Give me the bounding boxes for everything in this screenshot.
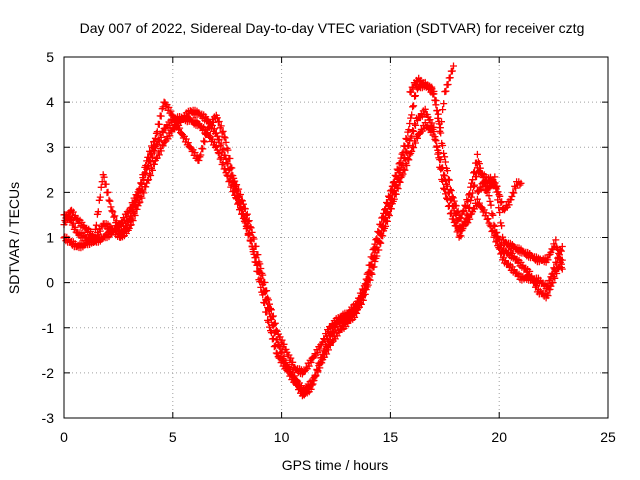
y-axis-label: SDTVAR / TECUs (6, 182, 22, 294)
series-markers (473, 173, 525, 214)
series-markers (406, 62, 457, 132)
x-tick-label: 20 (491, 429, 507, 445)
axis-ticks (63, 56, 609, 419)
series-track-e (473, 173, 525, 214)
y-tick-label: 4 (46, 94, 54, 110)
y-tick-label: 1 (46, 230, 54, 246)
y-tick-label: 0 (46, 275, 54, 291)
y-tick-label: 3 (46, 139, 54, 155)
chart-title: Day 007 of 2022, Sidereal Day-to-day VTE… (80, 20, 585, 36)
series-markers (60, 113, 566, 395)
y-tick-label: -2 (42, 365, 55, 381)
x-tick-label: 5 (169, 429, 177, 445)
grid (64, 57, 608, 418)
data-points (60, 62, 566, 400)
tick-labels: 0 5 10 15 20 25 -3 -2 -1 0 1 2 3 4 5 (42, 49, 616, 445)
x-tick-label: 10 (274, 429, 290, 445)
y-tick-label: 2 (46, 184, 54, 200)
series-track-a (60, 113, 566, 395)
y-tick-label: 5 (46, 49, 54, 65)
x-tick-label: 15 (383, 429, 399, 445)
y-tick-label: -3 (42, 410, 55, 426)
series-track-d (406, 62, 457, 132)
x-tick-label: 0 (60, 429, 68, 445)
y-tick-label: -1 (42, 320, 55, 336)
x-tick-label: 25 (600, 429, 616, 445)
x-axis-label: GPS time / hours (282, 457, 389, 473)
